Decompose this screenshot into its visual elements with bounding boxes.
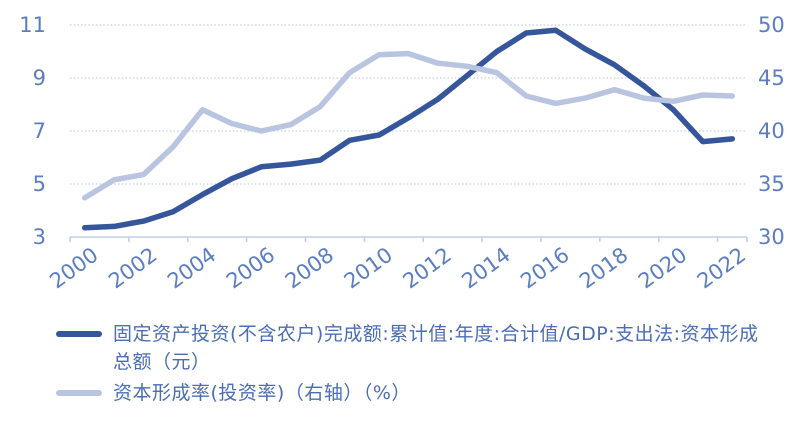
legend-item-capital-formation-rate: 资本形成率(投资率)（右轴）（%） [56, 379, 766, 407]
x-axis-tick-label: 2002 [104, 243, 161, 294]
line-chart: 3 5 7 9 11 30 35 40 45 50 2000 2002 2004 2006 2008 2010… [19, 13, 785, 294]
x-axis-tick-label: 2000 [45, 243, 102, 294]
left-axis-tick-label: 3 [33, 225, 46, 249]
x-axis-tick-label: 2006 [222, 243, 279, 294]
left-axis-tick-label: 9 [33, 66, 46, 90]
x-axis-tick-label: 2012 [399, 243, 456, 294]
left-axis-tick-label: 5 [33, 172, 46, 196]
right-axis-tick-label: 30 [758, 225, 785, 249]
left-axis-tick-label: 7 [33, 119, 46, 143]
x-axis-tick-label: 2022 [693, 243, 750, 294]
legend-swatch-rate-line [56, 390, 102, 396]
right-axis-tick-label: 40 [758, 119, 785, 143]
x-axis-tick-label: 2008 [281, 243, 338, 294]
legend-swatch-fai-line [56, 331, 102, 337]
x-axis-tick-label: 2014 [457, 243, 514, 294]
right-axis-tick-label: 45 [758, 66, 785, 90]
chart-legend: 固定资产投资(不含农户)完成额:累计值:年度:合计值/GDP:支出法:资本形成总… [56, 320, 766, 410]
series-fai-line [81, 27, 736, 231]
legend-label-capital-formation-rate: 资本形成率(投资率)（右轴）（%） [113, 382, 411, 404]
legend-item-fai: 固定资产投资(不含农户)完成额:累计值:年度:合计值/GDP:支出法:资本形成总… [56, 320, 766, 376]
right-axis-tick-label: 35 [758, 172, 785, 196]
left-axis-tick-label: 11 [19, 13, 46, 37]
legend-label-fai: 固定资产投资(不含农户)完成额:累计值:年度:合计值/GDP:支出法:资本形成总… [113, 323, 759, 373]
x-axis-tick-label: 2016 [516, 243, 573, 294]
x-axis-tick-label: 2020 [634, 243, 691, 294]
x-axis-tick-label: 2010 [340, 243, 397, 294]
right-axis-tick-label: 50 [758, 13, 785, 37]
x-axis-tick-label: 2018 [575, 243, 632, 294]
x-axis-tick-label: 2004 [163, 243, 220, 294]
series-capital-formation-rate-line [81, 50, 736, 201]
